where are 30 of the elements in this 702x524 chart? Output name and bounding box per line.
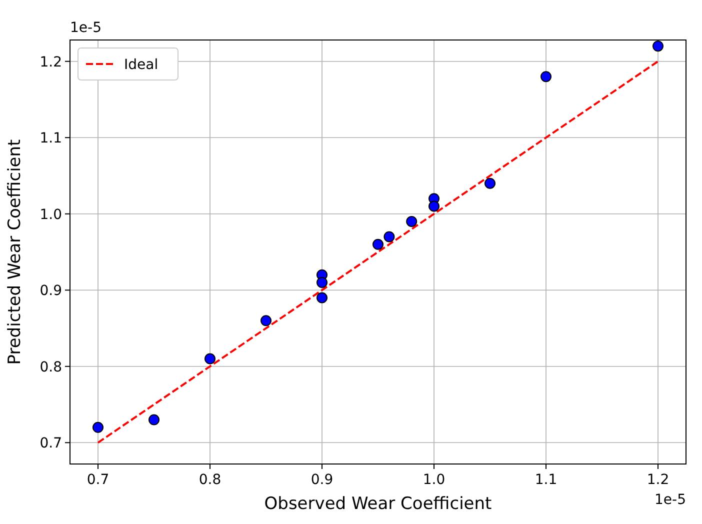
x-tick-label: 1.1 xyxy=(534,472,558,488)
point xyxy=(260,315,272,326)
point xyxy=(316,292,328,304)
text: 1e-5 xyxy=(654,492,686,508)
y-tick-label: 1.2 xyxy=(40,54,62,70)
y-tick-label: 0.7 xyxy=(40,436,62,452)
x-axis-title: Observed Wear Coefficient xyxy=(264,494,492,514)
x-tick-label: 1.0 xyxy=(422,472,446,488)
point xyxy=(148,414,160,426)
y-axis-title: Predicted Wear Coefficient xyxy=(5,138,25,365)
point xyxy=(540,71,552,82)
x-tick-label: 0.8 xyxy=(198,472,222,488)
point xyxy=(204,353,216,364)
x-tick-label: 0.7 xyxy=(86,472,110,488)
point xyxy=(406,216,418,227)
x-tick-label: 1.2 xyxy=(646,472,670,488)
y-tick-label: 0.9 xyxy=(40,283,62,300)
point xyxy=(384,231,395,242)
y-tick-label: 1.1 xyxy=(40,130,62,147)
point xyxy=(372,238,384,250)
x-tick-label: 0.9 xyxy=(310,472,334,488)
legend-label: Ideal xyxy=(124,57,158,73)
point xyxy=(484,178,496,189)
point xyxy=(316,277,328,288)
text: 1e-5 xyxy=(70,20,102,36)
point xyxy=(92,422,104,433)
y-tick-label: 1.0 xyxy=(40,206,62,223)
y-tick-label: 0.8 xyxy=(40,359,62,376)
point xyxy=(652,40,664,52)
point xyxy=(428,200,440,212)
